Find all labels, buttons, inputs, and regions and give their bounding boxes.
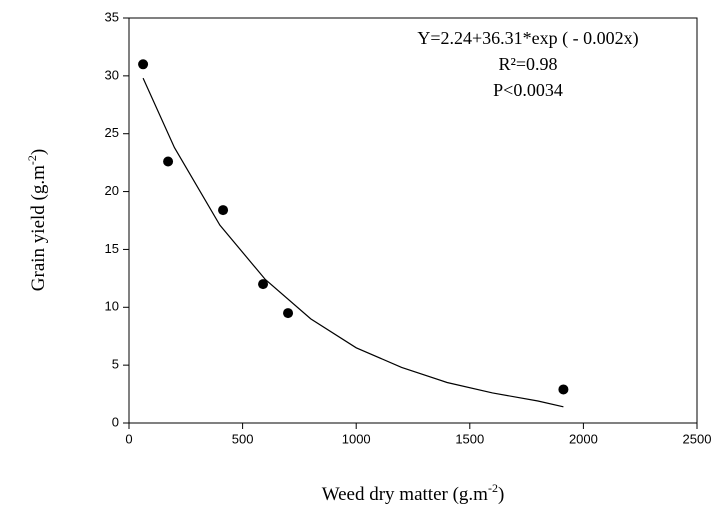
x-axis-label: Weed dry matter (g.m-2) xyxy=(322,481,505,506)
point xyxy=(283,308,294,319)
x-tick-label: 500 xyxy=(232,431,254,446)
x-tick-label: 1000 xyxy=(342,431,371,446)
point xyxy=(258,279,269,290)
y-tick-label: 35 xyxy=(105,9,119,24)
y-tick-label: 30 xyxy=(105,67,119,82)
annotation: Y=2.24+36.31*exp ( - 0.002x) xyxy=(417,28,638,49)
y-tick-label: 15 xyxy=(105,241,119,256)
annotation: P<0.0034 xyxy=(493,80,563,100)
x-tick-label: 1500 xyxy=(455,431,484,446)
point xyxy=(218,205,229,216)
point xyxy=(558,384,569,395)
y-tick-label: 25 xyxy=(105,125,119,140)
y-tick-label: 20 xyxy=(105,183,119,198)
point xyxy=(138,59,149,70)
y-tick-label: 5 xyxy=(112,357,119,372)
y-tick-label: 10 xyxy=(105,299,119,314)
fit-curve xyxy=(142,77,564,408)
point xyxy=(163,156,174,167)
x-tick-label: 2500 xyxy=(683,431,712,446)
x-tick-label: 2000 xyxy=(569,431,598,446)
annotation: R²=0.98 xyxy=(498,54,557,74)
y-tick-label: 0 xyxy=(112,414,119,429)
y-axis-label: Grain yield (g.m-2) xyxy=(25,149,50,291)
x-tick-label: 0 xyxy=(125,431,132,446)
plot-frame xyxy=(128,17,698,424)
